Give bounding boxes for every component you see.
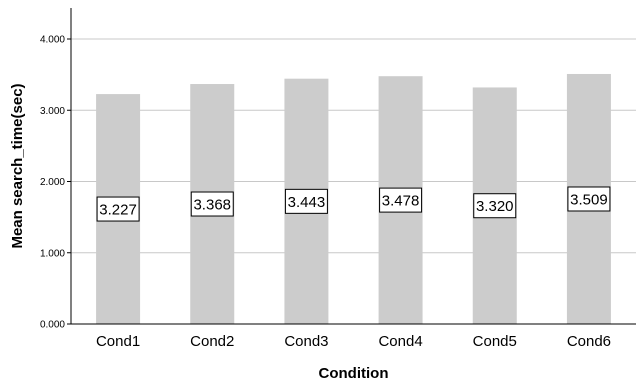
- y-tick-label: 1.000: [40, 248, 65, 259]
- axes: [70, 8, 636, 325]
- data-label-box: [96, 196, 140, 222]
- data-label-box: [284, 188, 328, 214]
- x-tick-label: Cond3: [284, 333, 328, 350]
- y-ticks: 0.000 1.000 2.000 3.000 4.000: [40, 35, 71, 331]
- bars: [96, 73, 611, 324]
- y-tick-label: 3.000: [40, 106, 65, 117]
- y-axis-title: Mean search_time(sec): [9, 83, 26, 248]
- data-labels: 3.227 3.368 3.443 3.478 3.320 3.509: [96, 186, 611, 222]
- x-ticks: Cond1 Cond2 Cond3 Cond4 Cond5 Cond6: [96, 333, 611, 350]
- x-tick-label: Cond1: [96, 333, 140, 350]
- x-tick-label: Cond2: [190, 333, 234, 350]
- data-label: 3.320: [476, 198, 514, 215]
- x-axis-title: Condition: [319, 365, 389, 382]
- y-tick-label: 4.000: [40, 35, 65, 46]
- data-label: 3.509: [570, 191, 608, 208]
- y-tick-label: 0.000: [40, 320, 65, 331]
- data-label: 3.443: [288, 194, 326, 211]
- x-tick-label: Cond4: [378, 333, 422, 350]
- data-label: 3.368: [193, 197, 231, 214]
- data-label-box: [567, 186, 611, 212]
- gridlines: [71, 38, 636, 254]
- y-tick-label: 2.000: [40, 177, 65, 188]
- data-label: 3.227: [99, 202, 137, 219]
- data-label-box: [190, 191, 234, 217]
- x-tick-label: Cond5: [473, 333, 517, 350]
- x-tick-label: Cond6: [567, 333, 611, 350]
- data-label-box: [473, 193, 517, 219]
- data-label-box: [379, 187, 423, 213]
- data-label: 3.478: [382, 193, 420, 210]
